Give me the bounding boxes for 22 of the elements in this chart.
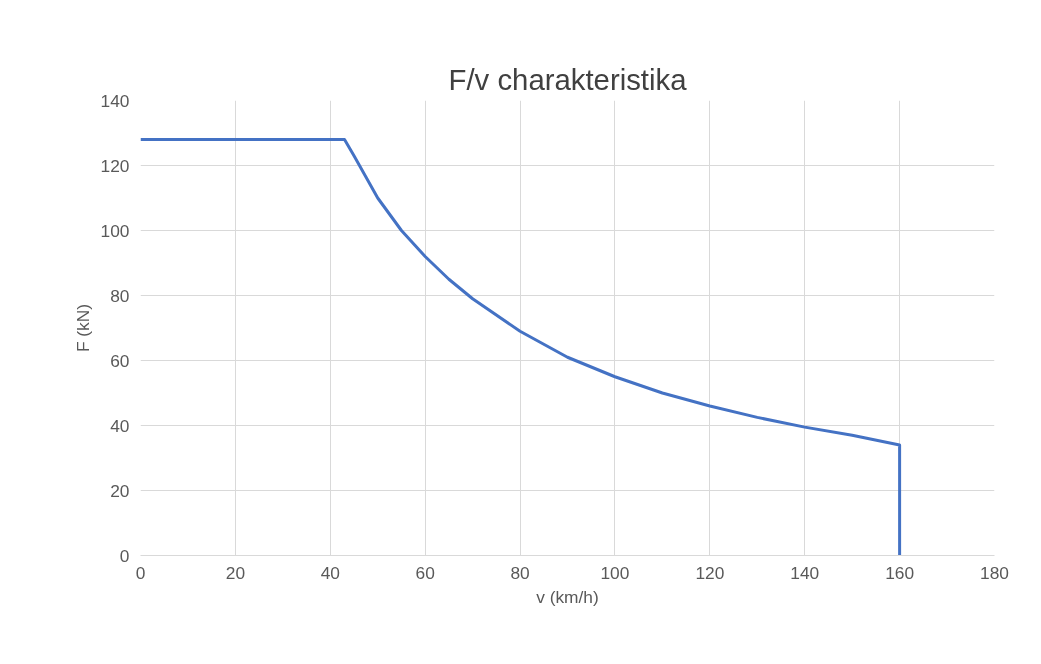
x-axis-title: v (km/h) [536,586,599,607]
x-tick-label: 60 [415,562,435,583]
y-tick-label: 0 [119,545,130,566]
x-tick-label: 0 [135,562,146,583]
x-tick-label: 100 [600,562,630,583]
line-series [140,138,902,556]
x-tick-label: 140 [790,562,820,583]
x-tick-label: 20 [225,562,246,583]
y-axis-title: F (kN) [72,303,93,353]
y-tick-label: 20 [110,480,130,501]
chart-title: F/v charakteristika [448,62,688,96]
y-tick-label: 60 [110,350,130,371]
x-tick-label: 180 [980,562,1009,583]
x-tick-label: 160 [885,562,915,583]
y-tick-label: 40 [110,415,130,436]
x-tick-label: 120 [695,562,725,583]
y-tick-label: 80 [110,285,130,306]
x-tick-label: 40 [320,562,340,583]
y-tick-label: 120 [100,155,130,176]
y-tick-label: 140 [100,90,130,111]
y-tick-label: 100 [100,220,130,241]
x-tick-label: 80 [510,562,530,583]
